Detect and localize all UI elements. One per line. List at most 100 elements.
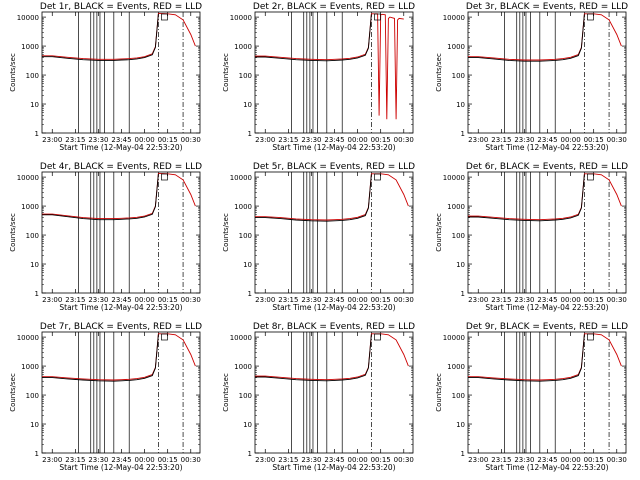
x-tick-label: 23:30 [514, 296, 534, 304]
events-series-line [255, 14, 372, 62]
y-axis-label: Counts/sec [222, 373, 230, 412]
x-tick-label: 23:15 [278, 296, 298, 304]
y-tick-label: 1 [35, 130, 39, 138]
x-axis-label: Start Time (12-May-04 22:53:20) [59, 303, 182, 312]
y-tick-label: 100 [26, 72, 39, 80]
y-tick-label: 1000 [21, 43, 39, 51]
x-tick-label: 00:15 [158, 296, 178, 304]
panel-title: Det 3r, BLACK = Events, RED = LLD [466, 2, 628, 12]
top-square-marker [374, 13, 381, 21]
y-axis-label: Counts/sec [222, 53, 230, 92]
x-tick-label: 23:45 [537, 456, 557, 464]
x-tick-label: 23:45 [324, 456, 344, 464]
lld-series-line [255, 333, 409, 381]
y-tick-label: 100 [239, 392, 252, 400]
y-tick-label: 10000 [17, 174, 39, 182]
y-tick-label: 10000 [230, 14, 252, 22]
x-tick-label: 23:15 [491, 456, 511, 464]
x-tick-label: 00:15 [584, 136, 604, 144]
panel-det-3: Det 3r, BLACK = Events, RED = LLD 1 10 100 1… [435, 2, 628, 152]
top-square-marker [587, 333, 594, 341]
y-tick-label: 1 [461, 290, 465, 298]
y-tick-label: 10000 [443, 174, 465, 182]
x-axis-label: Start Time (12-May-04 22:53:20) [59, 143, 182, 152]
x-tick-label: 00:00 [135, 296, 155, 304]
x-tick-label: 23:00 [468, 136, 488, 144]
plot-frame [41, 171, 201, 294]
x-tick-label: 23:00 [255, 456, 275, 464]
top-square-marker [161, 173, 168, 181]
panel-title: Det 4r, BLACK = Events, RED = LLD [40, 162, 202, 172]
lld-series-line [42, 12, 196, 60]
plot-frame [254, 171, 414, 294]
panel-title: Det 6r, BLACK = Events, RED = LLD [466, 162, 628, 172]
events-series-line [42, 173, 159, 221]
x-tick-label: 23:15 [491, 136, 511, 144]
x-axis-label: Start Time (12-May-04 22:53:20) [272, 143, 395, 152]
x-tick-label: 00:00 [135, 456, 155, 464]
x-tick-label: 23:00 [468, 456, 488, 464]
panel-det-6: Det 6r, BLACK = Events, RED = LLD 1 10 100 1… [435, 162, 628, 312]
panel-det-5: Det 5r, BLACK = Events, RED = LLD 1 10 100 1… [222, 162, 415, 312]
panel-det-4: Det 4r, BLACK = Events, RED = LLD 1 10 100 1… [9, 162, 202, 312]
panel-det-7: Det 7r, BLACK = Events, RED = LLD 1 10 100 1… [9, 322, 202, 472]
lld-series-line [468, 173, 622, 221]
panel-title: Det 1r, BLACK = Events, RED = LLD [40, 2, 202, 12]
x-tick-label: 00:00 [135, 136, 155, 144]
x-tick-label: 00:15 [584, 456, 604, 464]
panel-title: Det 5r, BLACK = Events, RED = LLD [253, 162, 415, 172]
x-tick-label: 00:15 [371, 296, 391, 304]
top-square-marker [587, 173, 594, 181]
y-tick-label: 10 [243, 261, 252, 269]
plot-frame [467, 171, 627, 294]
events-series-line [468, 14, 585, 62]
x-tick-label: 00:30 [607, 296, 627, 304]
x-tick-label: 00:15 [371, 136, 391, 144]
y-axis-label: Counts/sec [9, 373, 17, 412]
panel-det-1: Det 1r, BLACK = Events, RED = LLD 1 10 100 1… [9, 2, 202, 152]
x-tick-label: 23:45 [111, 136, 131, 144]
panel-title: Det 2r, BLACK = Events, RED = LLD [253, 2, 415, 12]
top-square-marker [587, 13, 594, 21]
y-tick-label: 1 [461, 450, 465, 458]
x-tick-label: 00:15 [158, 136, 178, 144]
x-tick-label: 23:00 [255, 296, 275, 304]
x-tick-label: 23:45 [111, 456, 131, 464]
panel-det-8: Det 8r, BLACK = Events, RED = LLD 1 10 100 1… [222, 322, 415, 472]
y-tick-label: 1 [248, 290, 252, 298]
y-tick-label: 100 [26, 232, 39, 240]
x-tick-label: 23:00 [468, 296, 488, 304]
y-tick-label: 1000 [234, 203, 252, 211]
x-axis-label: Start Time (12-May-04 22:53:20) [485, 463, 608, 472]
y-tick-label: 10 [30, 261, 39, 269]
panel-det-9: Det 9r, BLACK = Events, RED = LLD 1 10 100 1… [435, 322, 628, 472]
plot-frame [254, 331, 414, 454]
y-tick-label: 10000 [230, 334, 252, 342]
events-series-line [42, 13, 159, 61]
y-tick-label: 10000 [17, 14, 39, 22]
y-tick-label: 10 [30, 101, 39, 109]
y-tick-label: 1000 [447, 43, 465, 51]
x-tick-label: 23:00 [42, 136, 62, 144]
x-tick-label: 00:30 [607, 136, 627, 144]
y-tick-label: 10000 [443, 14, 465, 22]
y-tick-label: 10 [243, 421, 252, 429]
y-tick-label: 10000 [230, 174, 252, 182]
x-tick-label: 23:15 [278, 456, 298, 464]
x-tick-label: 00:30 [181, 136, 201, 144]
x-tick-label: 23:30 [301, 456, 321, 464]
events-series-line [255, 334, 372, 382]
x-tick-label: 00:00 [561, 136, 581, 144]
x-tick-label: 00:30 [394, 136, 414, 144]
x-tick-label: 23:15 [65, 296, 85, 304]
x-tick-label: 00:15 [371, 456, 391, 464]
top-square-marker [374, 173, 381, 181]
y-tick-label: 1000 [21, 363, 39, 371]
top-square-marker [161, 13, 168, 21]
panel-title: Det 7r, BLACK = Events, RED = LLD [40, 322, 202, 332]
x-tick-label: 23:00 [42, 456, 62, 464]
y-tick-label: 10 [456, 101, 465, 109]
y-tick-label: 1000 [21, 203, 39, 211]
lld-series-line [42, 333, 196, 381]
x-tick-label: 00:00 [561, 456, 581, 464]
